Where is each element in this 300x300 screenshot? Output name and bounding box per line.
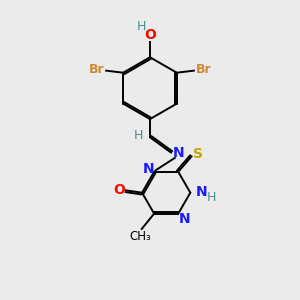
Text: Br: Br [196,63,211,76]
Text: H: H [134,129,143,142]
Text: N: N [173,146,184,160]
Text: N: N [178,212,190,226]
Text: O: O [144,28,156,43]
Text: CH₃: CH₃ [129,230,151,243]
Text: S: S [193,146,203,161]
Text: Br: Br [89,63,104,76]
Text: N: N [143,162,154,176]
Text: N: N [196,185,207,199]
Text: O: O [113,183,125,197]
Text: H: H [137,20,146,33]
Text: H: H [206,191,216,204]
